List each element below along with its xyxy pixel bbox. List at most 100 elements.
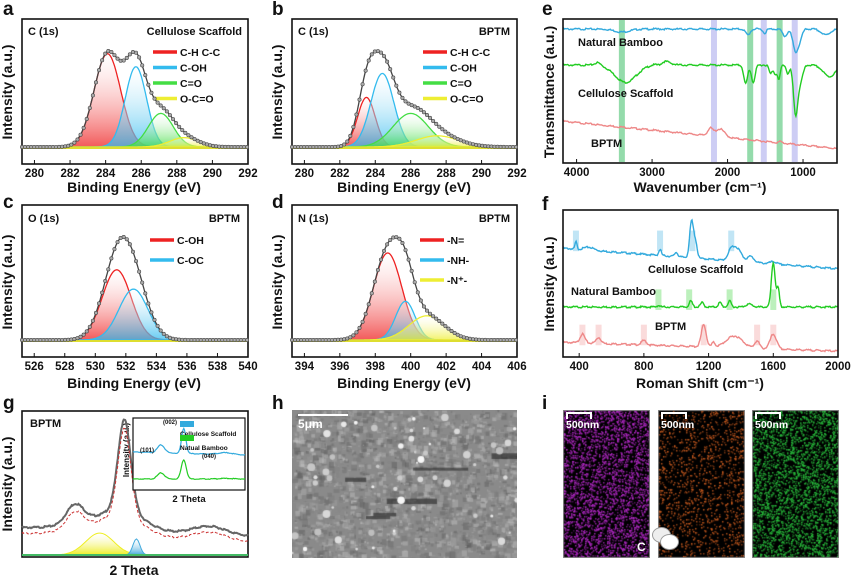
b-tick-label: 280 (295, 168, 314, 180)
g-plot-frame (21, 410, 249, 558)
sem-image (292, 410, 517, 558)
f-series-2 (562, 323, 839, 353)
b-data-point (363, 68, 368, 73)
eds-map-c (563, 410, 650, 558)
a-data-point (75, 137, 80, 142)
a-xlabel: Binding Energy (eV) (67, 179, 201, 195)
e-highlight-band (760, 20, 767, 162)
d-legend-label: -N= (447, 235, 464, 247)
a-data-point (115, 56, 120, 61)
c-title: BPTM (209, 213, 240, 225)
c-plot-frame (21, 204, 249, 358)
map3-scale-label: 500nm (755, 419, 789, 431)
panel-letter-e: e (542, 0, 553, 20)
d-data-point (388, 237, 393, 242)
a-tick-label: 284 (96, 168, 116, 180)
c-tick-label: 540 (238, 361, 257, 373)
c-data-point (87, 324, 92, 329)
b-data-point (351, 124, 356, 129)
a-data-point (143, 73, 148, 78)
e-tick-label: 2000 (715, 167, 741, 179)
c-data-point (164, 334, 169, 339)
e-series-label: BPTM (591, 138, 622, 150)
g-inset-peak-label: (002) (163, 420, 177, 426)
d-data-point (415, 290, 420, 295)
e-tick-label: 4000 (564, 167, 590, 179)
c-xlabel: Binding Energy (eV) (67, 375, 201, 391)
f-tick-label: 2000 (825, 361, 851, 373)
c-data-point (81, 332, 86, 337)
b-data-point (369, 52, 374, 57)
a-data-point (164, 109, 169, 114)
f-tick-label: 800 (634, 361, 653, 373)
a-data-point (146, 82, 151, 87)
g-series-1 (21, 427, 249, 543)
f-highlight-band (655, 289, 662, 310)
c-data-point (140, 280, 145, 285)
b-tick-label: 290 (472, 168, 491, 180)
c-data-point (161, 331, 166, 336)
map1-scale-bar: 500nm (566, 412, 599, 431)
b-data-point (375, 49, 380, 54)
b-data-point (342, 142, 347, 147)
b-tick-label: 286 (401, 168, 420, 180)
map1-element-label: C (637, 540, 646, 554)
a-title: Cellulose Scaffold (147, 26, 242, 38)
panel-letter-f: f (542, 194, 549, 215)
f-series-label: Natural Bamboo (571, 286, 656, 298)
c-tick-label: 538 (208, 361, 228, 373)
a-data-point (137, 55, 142, 60)
b-data-point (431, 118, 436, 123)
b-legend-label: C-OH (450, 63, 477, 75)
a-data-point (93, 80, 98, 85)
b-xlabel: Binding Energy (eV) (337, 179, 471, 195)
b-data-point (424, 112, 429, 117)
a-data-point (140, 63, 145, 68)
d-data-point (375, 268, 380, 273)
a-data-point (189, 135, 194, 140)
d-title: BPTM (479, 213, 510, 225)
d-tick-label: 404 (472, 361, 492, 373)
a-data-point (244, 144, 249, 149)
b-data-point (449, 133, 454, 138)
a-data-point (78, 132, 83, 137)
c-data-point (130, 249, 135, 254)
e-highlight-band (791, 20, 798, 162)
d-data-point (452, 331, 457, 336)
c-data-point (100, 290, 105, 295)
c-tick-label: 528 (55, 361, 75, 373)
b-data-point (378, 50, 383, 55)
c-data-point (155, 323, 160, 328)
c-data-point (109, 256, 114, 261)
g-inset-series-0 (132, 426, 246, 456)
c-data-point (146, 301, 151, 306)
a-data-point (100, 58, 105, 63)
d-tick-label: 394 (295, 361, 315, 373)
panel-letter-g: g (3, 393, 15, 414)
a-data-point (174, 121, 179, 126)
g-inset-legend-label: Natual Bamboo (180, 445, 228, 452)
b-data-point (357, 97, 362, 102)
a-data-point (171, 117, 176, 122)
d-data-point (437, 319, 442, 324)
b-data-point (412, 104, 417, 109)
b-data-point (388, 67, 393, 72)
f-highlight-band (689, 230, 696, 252)
f-tick-label: 1600 (760, 361, 786, 373)
d-data-point (397, 236, 402, 241)
d-data-point (412, 280, 417, 285)
plot-layer: 280 282 284 286 288 290 292 C-H C-C C-OH C=O O-C=O… (19, 18, 851, 558)
d-data-point (418, 298, 423, 303)
b-data-point (394, 83, 399, 88)
f-series-label: BPTM (655, 321, 686, 333)
d-ylabel: Intensity (a.u.) (269, 235, 285, 330)
sem-scale-label: 5μm (298, 417, 323, 431)
panel-letter-c: c (3, 192, 14, 213)
b-data-point (397, 90, 402, 95)
d-data-point (424, 308, 429, 313)
map2-scale-bar: 500nm (661, 412, 694, 431)
e-highlight-band (618, 20, 625, 162)
c-data-point (244, 337, 249, 342)
a-legend-label: C=O (180, 78, 202, 90)
